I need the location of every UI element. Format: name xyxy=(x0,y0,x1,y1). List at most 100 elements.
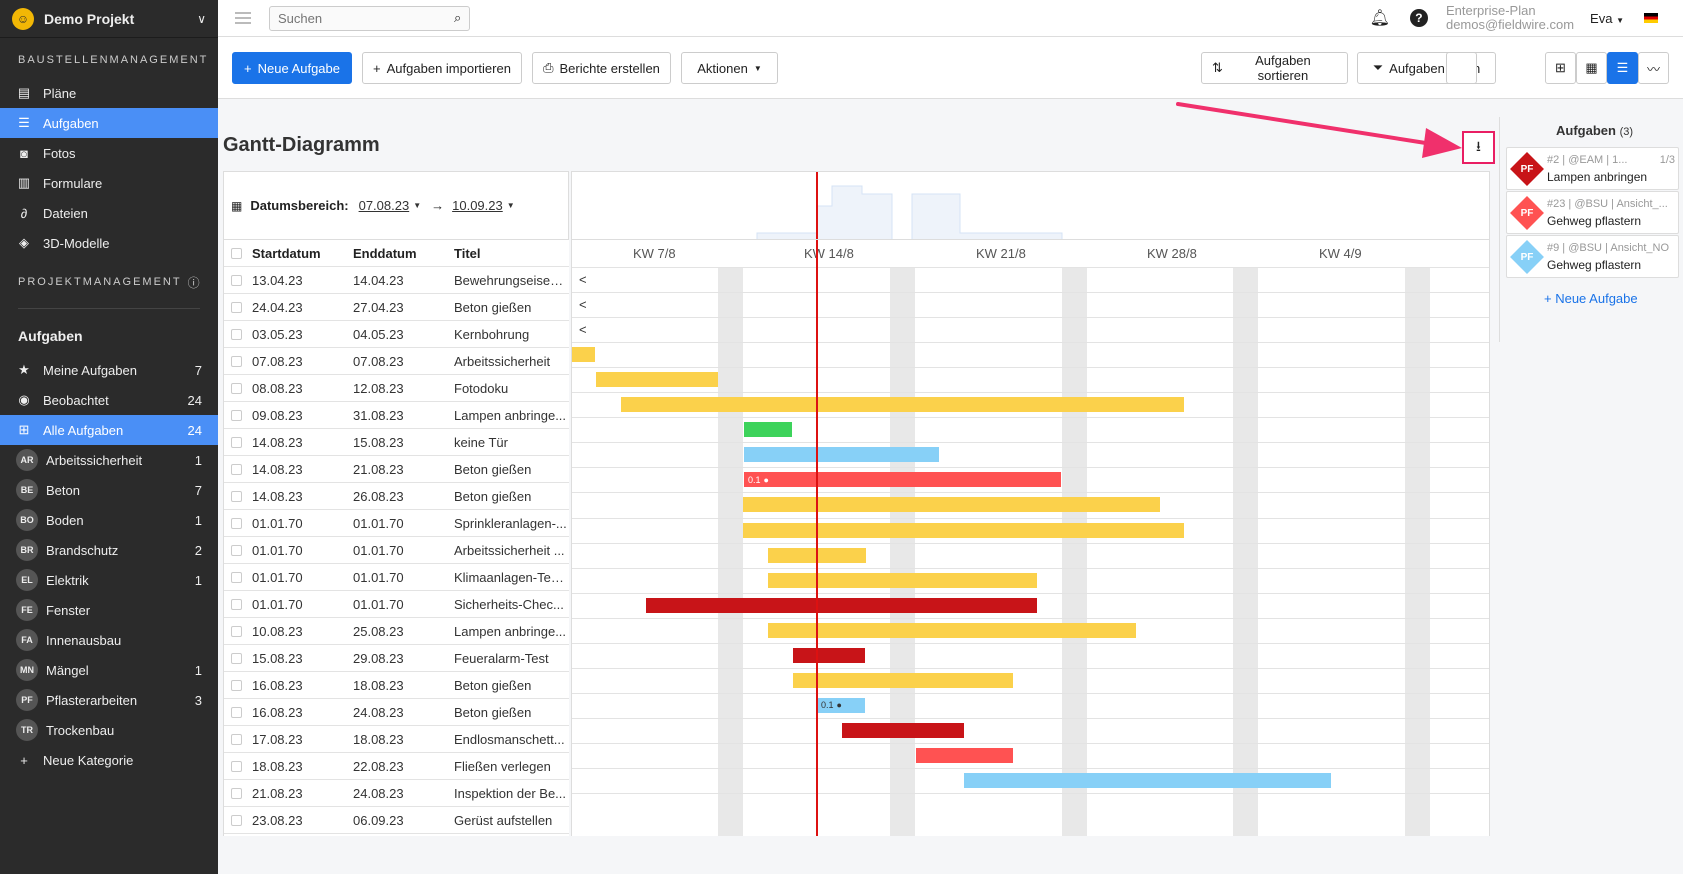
gantt-bar[interactable] xyxy=(793,647,865,663)
row-checkbox[interactable] xyxy=(231,679,242,691)
sidebar-category-item[interactable]: FE Fenster xyxy=(0,595,218,625)
row-checkbox[interactable] xyxy=(231,409,242,421)
row-checkbox[interactable] xyxy=(231,490,242,502)
column-header-end[interactable]: Enddatum xyxy=(353,245,417,261)
gantt-view-button[interactable]: ☰ xyxy=(1607,52,1638,84)
sidebar-item-photos[interactable]: ◙ Fotos xyxy=(0,138,218,168)
gantt-bar[interactable] xyxy=(744,422,792,438)
row-checkbox[interactable] xyxy=(231,625,242,637)
table-row[interactable]: 16.08.23 18.08.23 Beton gießen xyxy=(224,672,569,699)
gantt-bar[interactable] xyxy=(768,572,1037,588)
sidebar-category-item[interactable]: EL Elektrik 1 xyxy=(0,565,218,595)
table-row[interactable]: 18.08.23 22.08.23 Fließen verlegen xyxy=(224,753,569,780)
table-row[interactable]: 10.08.23 25.08.23 Lampen anbringe... xyxy=(224,618,569,645)
date-from-dropdown[interactable]: 07.08.23 xyxy=(358,198,410,213)
help-icon[interactable]: ? xyxy=(1409,9,1428,27)
gantt-bar[interactable]: 0.1 ● xyxy=(744,472,1061,488)
row-checkbox[interactable] xyxy=(231,571,242,583)
task-card[interactable]: PF #9 | @BSU | Ansicht_NO Gehweg pflastern xyxy=(1506,235,1679,278)
row-checkbox[interactable] xyxy=(231,598,242,610)
table-row[interactable]: 24.04.23 27.04.23 Beton gießen xyxy=(224,294,569,321)
gantt-bar[interactable] xyxy=(793,672,1013,688)
task-card[interactable]: PF #23 | @BSU | Ansicht_... Gehweg pflaste… xyxy=(1506,191,1679,234)
gantt-bar[interactable] xyxy=(744,447,939,463)
hamburger-menu-icon[interactable] xyxy=(235,12,251,24)
create-reports-button[interactable]: ⎙ Berichte erstellen xyxy=(532,52,671,84)
gantt-bar[interactable] xyxy=(572,347,595,363)
table-row[interactable]: 13.04.23 14.04.23 Bewehrungseisen... xyxy=(224,267,569,294)
sidebar-category-item[interactable]: BR Brandschutz 2 xyxy=(0,535,218,565)
table-row[interactable]: 16.08.23 24.08.23 Beton gießen xyxy=(224,699,569,726)
gantt-bar[interactable] xyxy=(596,372,718,388)
sidebar-category-item[interactable]: BO Boden 1 xyxy=(0,505,218,535)
date-to-dropdown[interactable]: 10.09.23 xyxy=(452,198,503,213)
table-row[interactable]: 17.08.23 18.08.23 Endlosmanschett... xyxy=(224,726,569,753)
sidebar-category-item[interactable]: MN Mängel 1 xyxy=(0,655,218,685)
table-row[interactable]: 14.08.23 21.08.23 Beton gießen xyxy=(224,456,569,483)
row-checkbox[interactable] xyxy=(231,652,242,664)
filter-my-tasks[interactable]: ★ Meine Aufgaben 7 xyxy=(0,355,218,385)
help-circle-icon[interactable]: ⓘ xyxy=(187,275,202,290)
column-header-title[interactable]: Titel xyxy=(454,245,481,261)
new-task-link[interactable]: + Neue Aufgabe xyxy=(1544,291,1638,306)
column-header-start[interactable]: Startdatum xyxy=(252,245,321,261)
sidebar-category-item[interactable]: AR Arbeitssicherheit 1 xyxy=(0,445,218,475)
out-of-range-arrow[interactable]: < xyxy=(579,322,587,338)
gantt-bar[interactable] xyxy=(743,497,1160,513)
language-flag-icon[interactable] xyxy=(1644,13,1658,23)
table-row[interactable]: 21.08.23 24.08.23 Inspektion der Be... xyxy=(224,780,569,807)
table-row[interactable]: 23.08.23 06.09.23 Gerüst aufstellen xyxy=(224,807,569,834)
import-tasks-button[interactable]: + Aufgaben importieren xyxy=(362,52,522,84)
table-row[interactable]: 01.01.70 01.01.70 Sprinkleranlagen-... xyxy=(224,510,569,537)
row-checkbox[interactable] xyxy=(231,436,242,448)
gantt-bar[interactable] xyxy=(768,622,1136,638)
row-checkbox[interactable] xyxy=(231,382,242,394)
row-checkbox[interactable] xyxy=(231,706,242,718)
chart-view-button[interactable]: 〰 xyxy=(1638,52,1669,84)
sidebar-category-item[interactable]: BE Beton 7 xyxy=(0,475,218,505)
table-row[interactable]: 08.08.23 12.08.23 Fotodoku xyxy=(224,375,569,402)
table-row[interactable]: 01.01.70 01.01.70 Arbeitssicherheit ... xyxy=(224,537,569,564)
sidebar-item-files[interactable]: ∂ Dateien xyxy=(0,198,218,228)
row-checkbox[interactable] xyxy=(231,544,242,556)
gantt-bar[interactable] xyxy=(964,773,1331,788)
row-checkbox[interactable] xyxy=(231,355,242,367)
search-input[interactable] xyxy=(278,10,454,26)
table-row[interactable]: 03.05.23 04.05.23 Kernbohrung xyxy=(224,321,569,348)
out-of-range-arrow[interactable]: < xyxy=(579,272,587,287)
gantt-bar[interactable] xyxy=(743,522,1184,538)
table-row[interactable]: 01.01.70 01.01.70 Sicherheits-Chec... xyxy=(224,591,569,618)
table-row[interactable]: 01.01.70 01.01.70 Klimaanlagen-Tes... xyxy=(224,564,569,591)
gantt-bar[interactable] xyxy=(916,747,1013,763)
table-row[interactable]: 14.08.23 15.08.23 keine Tür xyxy=(224,429,569,456)
new-category-button[interactable]: + Neue Kategorie xyxy=(0,745,218,775)
sidebar-category-item[interactable]: PF Pflasterarbeiten 3 xyxy=(0,685,218,715)
table-row[interactable]: 15.08.23 29.08.23 Feueralarm-Test xyxy=(224,645,569,672)
row-checkbox[interactable] xyxy=(231,760,242,772)
search-box[interactable]: ⌕ xyxy=(269,5,470,31)
row-checkbox[interactable] xyxy=(231,787,242,799)
table-row[interactable]: 14.08.23 26.08.23 Beton gießen xyxy=(224,483,569,510)
sidebar-item-forms[interactable]: ▥ Formulare xyxy=(0,168,218,198)
actions-dropdown[interactable]: Aktionen ▼ xyxy=(681,52,778,84)
select-all-checkbox[interactable] xyxy=(231,247,242,259)
new-task-button[interactable]: + Neue Aufgabe xyxy=(232,52,352,84)
project-switcher[interactable]: ☺ Demo Projekt ∨ xyxy=(0,0,218,38)
filter-watched[interactable]: ◉ Beobachtet 24 xyxy=(0,385,218,415)
search-icon[interactable]: ⌕ xyxy=(454,10,462,25)
sidebar-item-3d-models[interactable]: ◈ 3D-Modelle xyxy=(0,228,218,258)
row-checkbox[interactable] xyxy=(231,463,242,475)
grid-view-button[interactable]: ⊞ xyxy=(1545,52,1576,84)
row-checkbox[interactable] xyxy=(231,274,242,286)
task-card[interactable]: PF #2 | @EAM | 1... 1/3 Lampen anbringen xyxy=(1506,147,1679,190)
gantt-bar[interactable] xyxy=(646,597,1037,613)
row-checkbox[interactable] xyxy=(231,517,242,529)
sidebar-category-item[interactable]: TR Trockenbau xyxy=(0,715,218,745)
grid-view-button[interactable] xyxy=(1446,52,1477,84)
sort-tasks-button[interactable]: ⇅ Aufgaben sortieren xyxy=(1201,52,1348,84)
gantt-bar[interactable] xyxy=(621,397,1184,413)
bell-icon[interactable]: 🔔︎ xyxy=(1369,10,1390,27)
row-checkbox[interactable] xyxy=(231,328,242,340)
gantt-bar[interactable]: 0.1 ● xyxy=(817,697,865,713)
download-button[interactable]: ⭳ xyxy=(1462,131,1495,164)
